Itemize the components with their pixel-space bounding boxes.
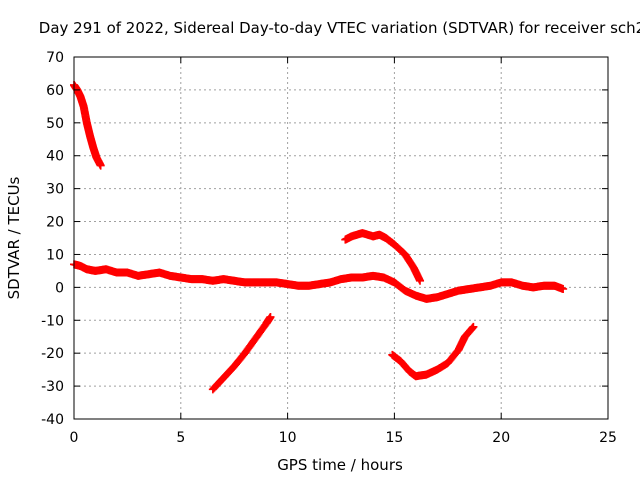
ticks: 0 5 10 15 20 25 -40 -30 -20 -10 0 10 20 30 40 50 60 70	[41, 50, 617, 446]
series-arc-3	[208, 312, 275, 394]
y-tick-label: 20	[46, 215, 64, 231]
data-point	[266, 312, 275, 321]
x-tick-label: 0	[70, 430, 79, 446]
y-axis-title: SDTVAR / TECUs	[5, 176, 23, 299]
grid	[74, 57, 608, 419]
data-point	[559, 285, 568, 294]
y-tick-label: -10	[41, 313, 64, 329]
x-tick-label: 25	[599, 430, 617, 446]
x-tick-label: 15	[385, 430, 403, 446]
y-tick-label: -40	[41, 412, 64, 428]
y-tick-label: -30	[41, 379, 64, 395]
y-tick-label: 0	[55, 280, 64, 296]
y-tick-label: 60	[46, 83, 64, 99]
plot-frame	[73, 56, 609, 420]
y-tick-label: 30	[46, 182, 64, 198]
data-point	[416, 276, 425, 285]
y-tick-label: 40	[46, 149, 64, 165]
x-tick-label: 10	[279, 430, 297, 446]
x-axis-title: GPS time / hours	[277, 456, 403, 474]
y-tick-label: 50	[46, 116, 64, 132]
y-tick-label: 10	[46, 247, 64, 263]
x-tick-label: 20	[492, 430, 510, 446]
y-tick-label: 70	[46, 50, 64, 66]
x-tick-label: 5	[176, 430, 185, 446]
y-tick-label: -20	[41, 346, 64, 362]
chart-title: Day 291 of 2022, Sidereal Day-to-day VTE…	[39, 19, 640, 37]
data-point	[469, 322, 478, 331]
series-arc-2	[70, 260, 568, 303]
data-point	[96, 161, 105, 170]
series-arc-5	[388, 322, 478, 381]
plot-area	[70, 80, 568, 394]
series-arc-4	[341, 229, 425, 285]
